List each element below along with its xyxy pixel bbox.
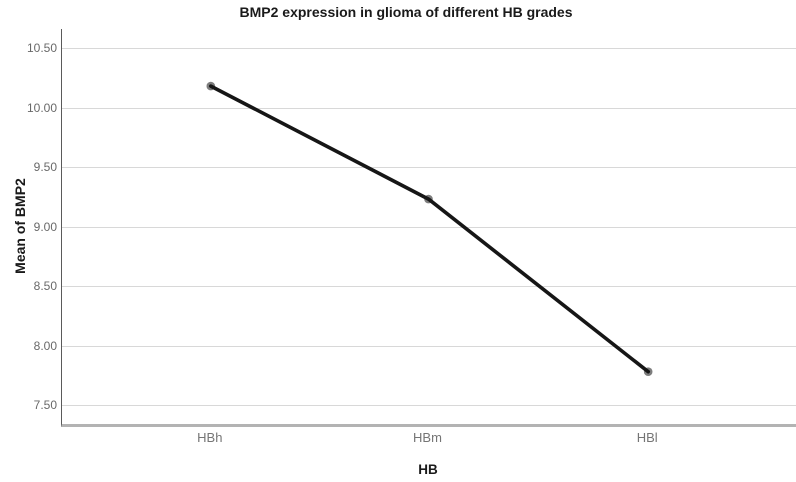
gridline: [62, 226, 796, 228]
gridline: [62, 107, 796, 109]
y-tick-label: 9.50: [33, 160, 57, 174]
x-tick-label: HBm: [413, 430, 442, 445]
gridline: [62, 286, 796, 287]
y-tick-label: 8.50: [33, 279, 57, 293]
y-tick-label: 10.00: [26, 100, 57, 115]
y-tick-label: 8.00: [33, 338, 57, 353]
x-tick-label: HBl: [636, 430, 658, 445]
gridline: [62, 345, 796, 347]
gridline: [62, 405, 796, 406]
x-axis-title: HB: [418, 462, 438, 477]
gridline: [62, 48, 796, 49]
gridline: [62, 167, 796, 168]
series-line: [209, 84, 651, 374]
x-tick-label: HBh: [197, 430, 223, 445]
line-series: [206, 81, 653, 377]
y-tick-label: 9.00: [33, 219, 57, 234]
chart-title: BMP2 expression in glioma of different H…: [239, 4, 573, 20]
y-tick-label: 7.50: [33, 398, 57, 412]
plot-area: [61, 29, 796, 427]
y-tick-label: 10.50: [26, 41, 57, 55]
